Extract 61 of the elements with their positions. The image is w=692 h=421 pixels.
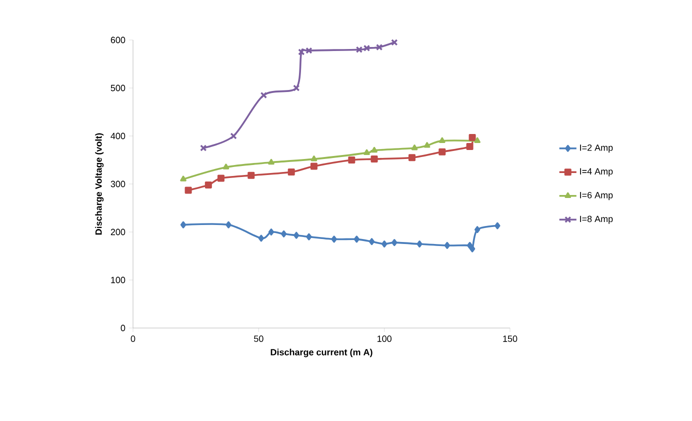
point — [364, 149, 370, 155]
point — [180, 176, 186, 182]
point — [310, 156, 318, 162]
x-axis-title: Discharge current (m A) — [270, 348, 372, 358]
point — [260, 92, 268, 99]
point — [258, 234, 264, 242]
point — [371, 146, 378, 153]
y-tick-label: 0 — [120, 324, 126, 332]
y-tick-label: 200 — [110, 228, 126, 236]
x-tick-label: 150 — [503, 336, 518, 342]
point — [184, 186, 192, 194]
legend-label: I=8 Amp — [580, 216, 613, 224]
y-tick-label: 600 — [110, 36, 126, 44]
point — [217, 174, 224, 182]
x-tick-label: 50 — [254, 336, 264, 342]
legend-label: I=4 Amp — [580, 168, 613, 176]
point — [438, 137, 446, 143]
point — [370, 156, 378, 163]
point — [381, 240, 388, 248]
x-tick-label: 0 — [130, 336, 136, 342]
point — [416, 240, 422, 248]
point — [408, 154, 416, 162]
point — [424, 142, 430, 148]
point — [354, 236, 360, 243]
point — [444, 242, 450, 249]
point — [466, 242, 473, 249]
point — [310, 162, 318, 170]
point — [268, 158, 274, 165]
point — [204, 181, 212, 188]
point — [376, 44, 383, 51]
point — [474, 137, 480, 143]
point — [294, 232, 300, 239]
point — [494, 222, 500, 230]
point — [230, 132, 237, 140]
point — [392, 239, 398, 246]
point — [368, 238, 375, 246]
x-tick-label: 100 — [378, 336, 392, 342]
point — [268, 228, 274, 236]
point — [280, 230, 287, 238]
legend-label: I=6 Amp — [580, 192, 613, 200]
y-axis-title: Discharge Voltage (volt) — [95, 133, 104, 235]
y-tick-label: 300 — [110, 180, 126, 188]
point — [306, 233, 312, 240]
point — [226, 221, 232, 228]
y-tick-label: 100 — [111, 276, 126, 284]
point — [438, 148, 446, 156]
point — [293, 84, 300, 92]
y-tick-label: 500 — [110, 84, 126, 92]
point — [180, 221, 186, 228]
point — [468, 134, 476, 141]
point — [411, 144, 418, 150]
point — [222, 164, 230, 170]
point — [474, 226, 480, 234]
point — [466, 143, 474, 150]
point — [288, 168, 295, 176]
point — [348, 156, 356, 164]
legend-label: I=2 Amp — [580, 144, 613, 153]
point — [469, 245, 476, 252]
point — [331, 236, 337, 243]
y-tick-label: 400 — [110, 132, 126, 140]
point — [248, 172, 255, 179]
